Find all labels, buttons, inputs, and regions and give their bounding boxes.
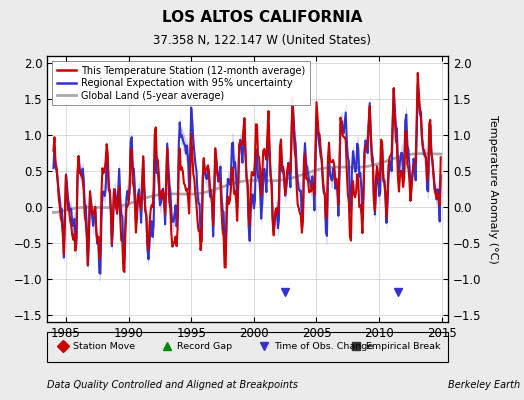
Text: Record Gap: Record Gap: [178, 342, 233, 351]
Text: Empirical Break: Empirical Break: [366, 342, 440, 351]
Y-axis label: Temperature Anomaly (°C): Temperature Anomaly (°C): [488, 115, 498, 263]
Text: Data Quality Controlled and Aligned at Breakpoints: Data Quality Controlled and Aligned at B…: [47, 380, 298, 390]
Text: 37.358 N, 122.147 W (United States): 37.358 N, 122.147 W (United States): [153, 34, 371, 47]
Text: LOS ALTOS CALIFORNIA: LOS ALTOS CALIFORNIA: [162, 10, 362, 25]
Text: Time of Obs. Change: Time of Obs. Change: [274, 342, 373, 351]
Text: Station Move: Station Move: [73, 342, 135, 351]
Legend: This Temperature Station (12-month average), Regional Expectation with 95% uncer: This Temperature Station (12-month avera…: [52, 61, 310, 106]
Text: Berkeley Earth: Berkeley Earth: [448, 380, 520, 390]
